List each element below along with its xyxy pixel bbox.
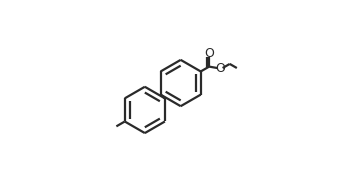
Text: O: O	[215, 61, 225, 74]
Text: O: O	[204, 47, 214, 60]
